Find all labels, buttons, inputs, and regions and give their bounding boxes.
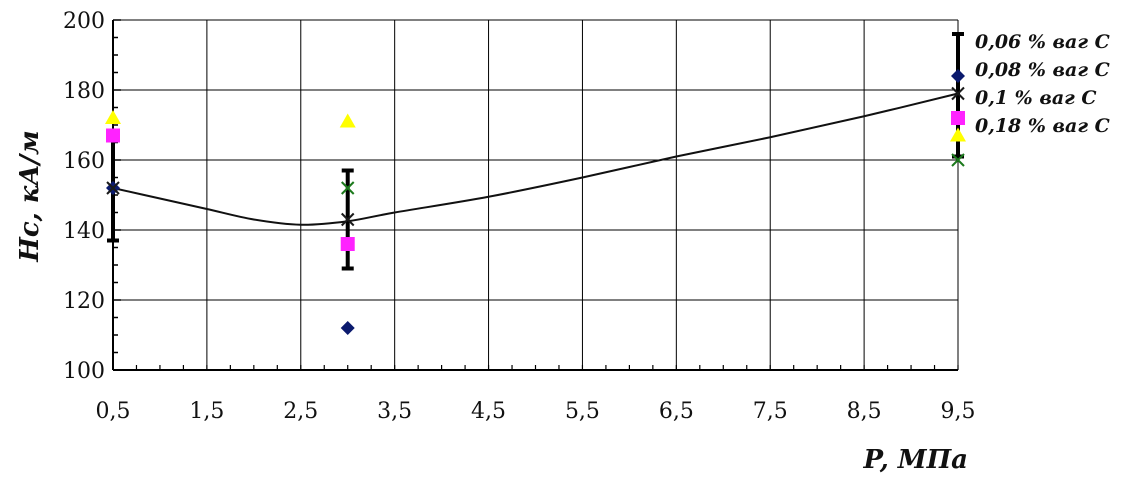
legend: 0,06 % ваг С 0,08 % ваг С 0,1 % ваг С 0,18 … xyxy=(975,31,1110,137)
y-tick-label: 160 xyxy=(63,149,105,174)
x-axis-title: P, МПа xyxy=(863,445,969,475)
legend-label: 0,18 % ваг С xyxy=(975,115,1110,137)
data-point-series-4 xyxy=(341,181,355,195)
x-tick-label: 2,5 xyxy=(283,399,318,424)
x-tick-label: 9,5 xyxy=(941,399,976,424)
data-point-series-3 xyxy=(339,113,356,128)
x-tick-label: 8,5 xyxy=(847,399,882,424)
data-point-series-5 xyxy=(340,237,355,251)
data-point-series-2 xyxy=(341,212,355,227)
trend-line-group xyxy=(112,92,959,226)
trend-line xyxy=(112,92,959,226)
data-point-series-4-stroke xyxy=(951,153,965,167)
y-tick-label: 140 xyxy=(63,219,105,244)
data-point-series-5 xyxy=(106,128,120,143)
y-tick-label: 100 xyxy=(63,359,105,384)
data-markers xyxy=(105,69,966,335)
y-tick-label: 200 xyxy=(63,9,105,34)
y-axis-title: Hc, кА/м xyxy=(15,130,45,263)
data-point-series-4-stroke xyxy=(341,181,355,195)
axes: 100 120 140 160 180 200 0,5 1,5 2,5 3,5 4,5 5,5 6,5 7… xyxy=(63,9,976,424)
data-point-series-2 xyxy=(106,181,120,195)
x-tick-label: 1,5 xyxy=(189,399,224,424)
x-tick-label: 7,5 xyxy=(753,399,788,424)
x-tick-label: 3,5 xyxy=(377,399,412,424)
y-tick-label: 120 xyxy=(63,289,105,314)
data-point-series-3 xyxy=(105,110,121,124)
data-point-series-5 xyxy=(951,111,965,125)
data-point-series-3 xyxy=(950,127,966,142)
x-tick-label: 4,5 xyxy=(471,399,506,424)
legend-label: 0,08 % ваг С xyxy=(975,59,1110,81)
data-point-series-2 xyxy=(951,86,965,101)
x-tick-label: 0,5 xyxy=(96,399,131,424)
data-point-series-2-stroke xyxy=(341,212,355,227)
y-tick-label: 180 xyxy=(63,79,105,104)
data-point-series-1 xyxy=(340,321,355,335)
legend-label: 0,06 % ваг С xyxy=(975,31,1110,53)
x-tick-label: 6,5 xyxy=(659,399,694,424)
x-tick-label: 5,5 xyxy=(565,399,600,424)
data-point-series-1 xyxy=(951,69,965,83)
data-point-series-2-stroke xyxy=(951,86,965,101)
legend-label: 0,1 % ваг С xyxy=(975,87,1097,109)
data-point-series-4 xyxy=(951,153,965,167)
data-point-series-2-stroke xyxy=(106,181,120,195)
